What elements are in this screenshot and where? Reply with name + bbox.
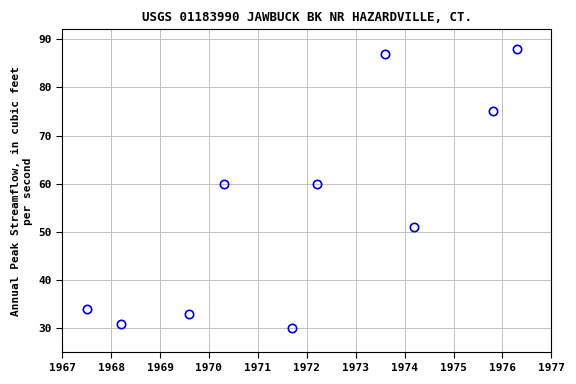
Y-axis label: Annual Peak Streamflow, in cubic feet
per second: Annual Peak Streamflow, in cubic feet pe… xyxy=(11,66,33,316)
Title: USGS 01183990 JAWBUCK BK NR HAZARDVILLE, CT.: USGS 01183990 JAWBUCK BK NR HAZARDVILLE,… xyxy=(142,11,472,24)
